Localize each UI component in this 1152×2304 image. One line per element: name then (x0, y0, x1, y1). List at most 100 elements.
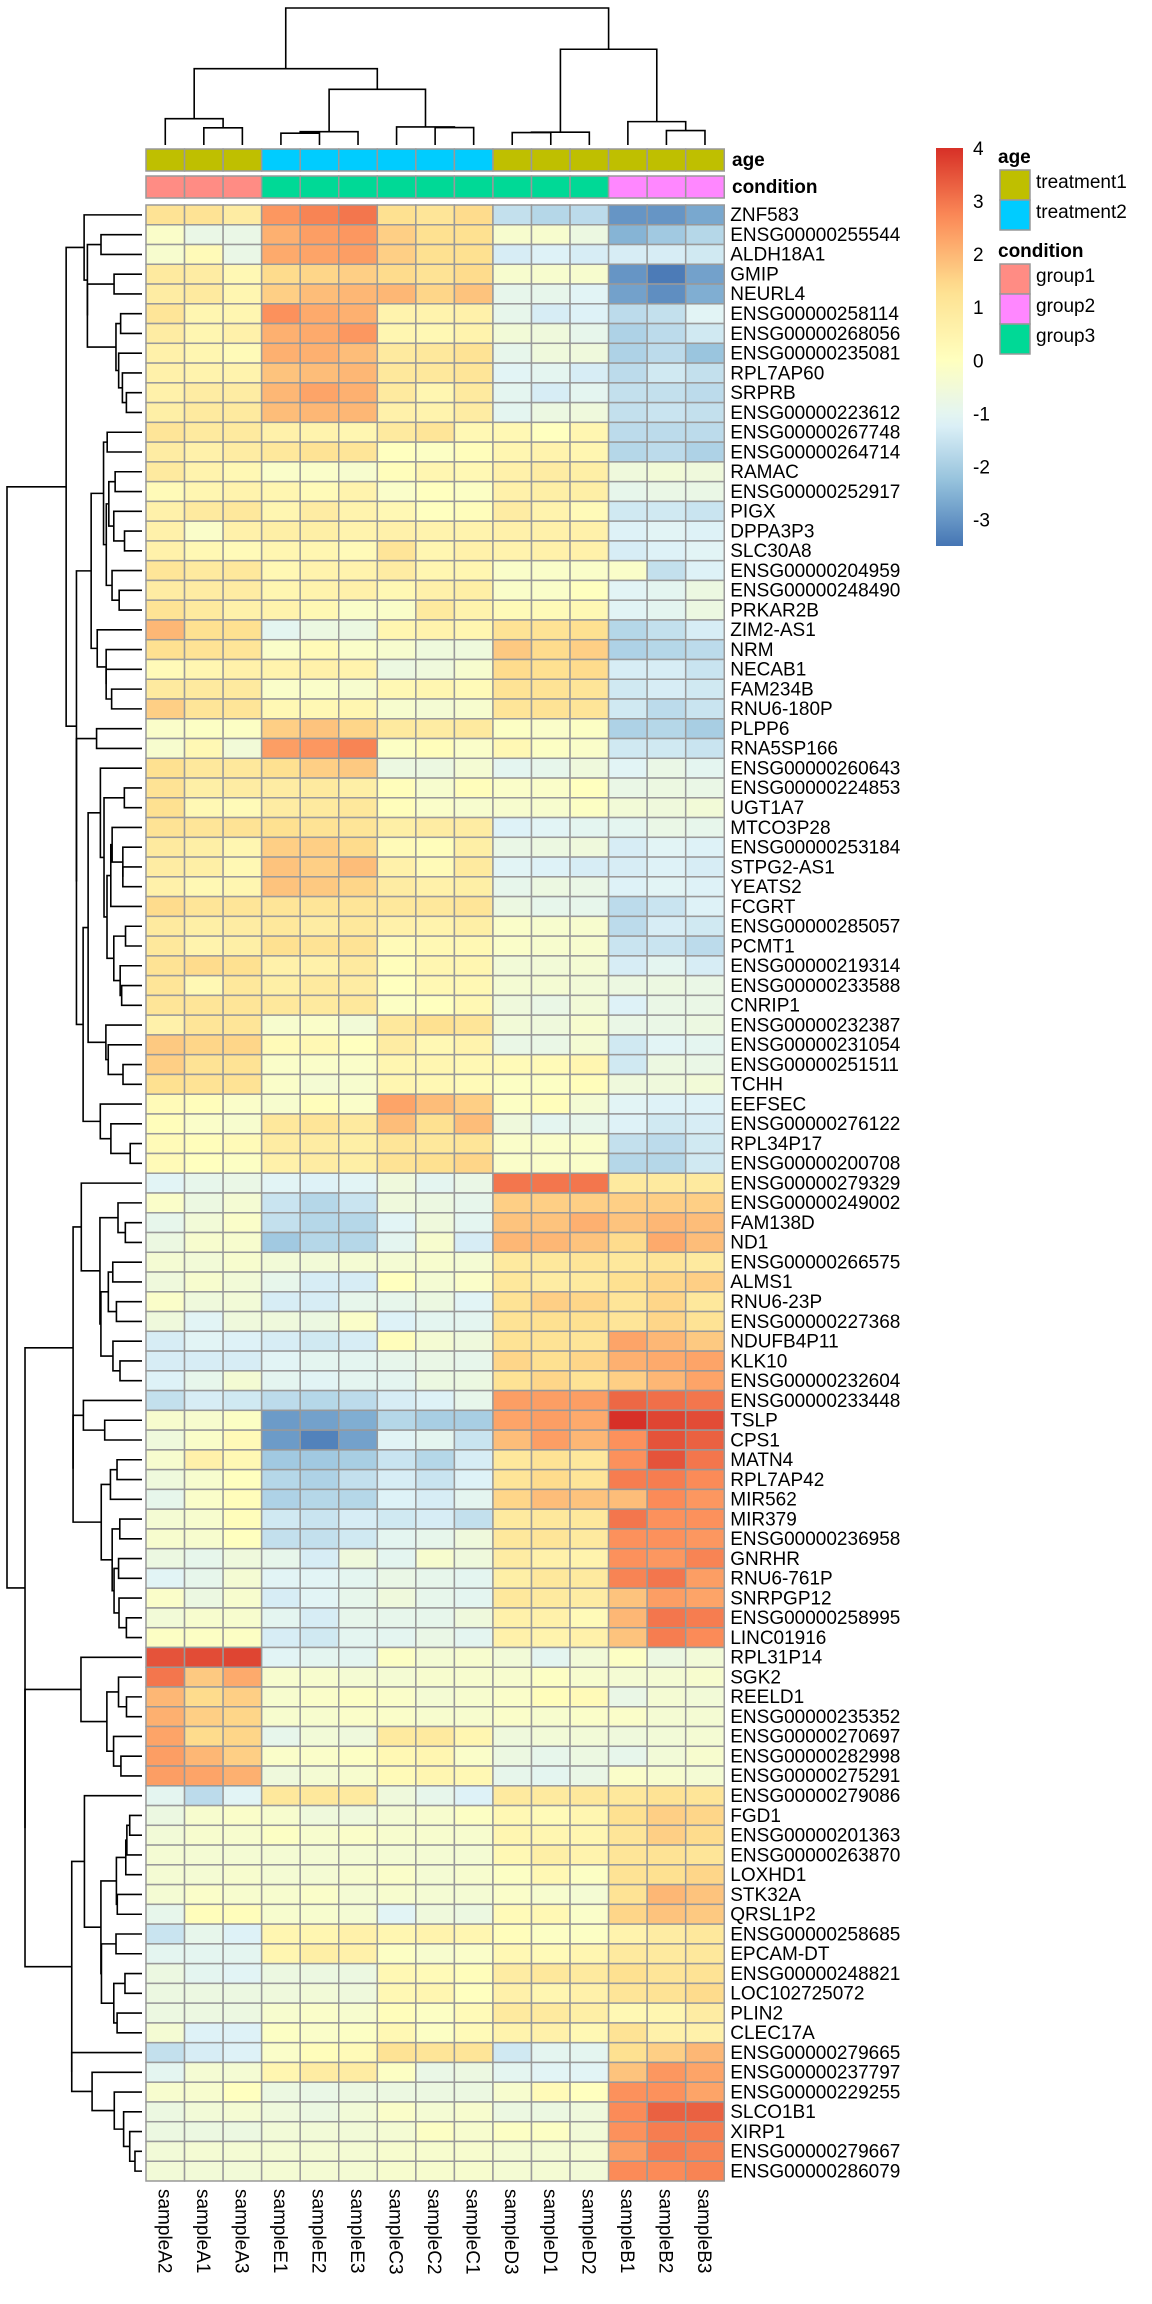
heatmap-cell (299, 540, 340, 562)
heatmap-cell (145, 1172, 186, 1194)
heatmap-cell (569, 1310, 610, 1333)
heatmap-cell (145, 1370, 186, 1392)
heatmap-cell (299, 1231, 340, 1254)
heatmap-cell (530, 935, 571, 957)
heatmap-cell (299, 1745, 340, 1767)
heatmap-cell (569, 935, 610, 957)
heatmap-cell (376, 1093, 417, 1115)
heatmap-cell (453, 658, 494, 680)
heatmap-cell (530, 1271, 571, 1293)
heatmap-cell (222, 1330, 263, 1352)
heatmap-cell (646, 599, 687, 621)
heatmap-cell (338, 1429, 379, 1451)
column-label: sampleD3 (500, 2189, 521, 2275)
heatmap-cell (530, 2081, 571, 2103)
dendrogram-branch (112, 510, 142, 542)
row-label: ENSG00000258114 (730, 304, 899, 325)
heatmap-cell (222, 520, 263, 542)
heatmap-cell (376, 797, 417, 819)
heatmap-cell (145, 342, 186, 364)
heatmap-cell (453, 559, 494, 582)
heatmap-cell (145, 1488, 186, 1510)
heatmap-cell (646, 955, 687, 977)
heatmap-cell (415, 1804, 456, 1827)
heatmap-cell (684, 500, 726, 522)
heatmap-cell (183, 1330, 224, 1352)
heatmap-cell (183, 1271, 224, 1293)
heatmap-cell (607, 1745, 648, 1767)
heatmap-cell (607, 401, 648, 424)
heatmap-cell (183, 836, 224, 858)
heatmap-cell (145, 2002, 186, 2024)
heatmap-cell (569, 678, 610, 700)
heatmap-cell (607, 718, 648, 740)
heatmap-cell (569, 915, 610, 937)
heatmap-cell (260, 1883, 301, 1906)
heatmap-cell (453, 421, 494, 443)
row-label: ENSG00000279086 (730, 1786, 900, 1807)
heatmap-cell (145, 1844, 186, 1866)
heatmap-cell (569, 1350, 610, 1372)
row-label: ZNF583 (730, 205, 799, 226)
heatmap-cell (222, 638, 263, 661)
heatmap-cell (569, 1528, 610, 1550)
heatmap-cell (260, 224, 301, 246)
dendrogram-branch (99, 767, 142, 859)
heatmap-cell (569, 1923, 610, 1945)
heatmap-cell (376, 1626, 417, 1649)
heatmap-cell (607, 1310, 648, 1333)
heatmap-cell (299, 2140, 340, 2162)
row-label: ENSG00000248821 (730, 1964, 900, 1985)
heatmap-cell (222, 2140, 263, 2162)
heatmap-cell (415, 1132, 456, 1155)
dendrogram-branch (110, 1123, 142, 1155)
heatmap-cell (299, 1567, 340, 1589)
heatmap-cell (530, 698, 571, 720)
row-label: FGD1 (730, 1806, 781, 1827)
heatmap-cell (376, 1330, 417, 1352)
heatmap-cell (415, 224, 456, 246)
heatmap-cell (453, 1528, 494, 1550)
heatmap-cell (260, 1824, 301, 1846)
heatmap-cell (492, 421, 533, 443)
heatmap-cell (145, 283, 186, 305)
heatmap-cell (607, 1844, 648, 1866)
heatmap-cell (376, 1014, 417, 1036)
heatmap-cell (183, 1765, 224, 1787)
heatmap-cell (684, 1152, 726, 1174)
dendrogram-branch (123, 530, 142, 552)
heatmap-cell (607, 777, 648, 799)
heatmap-cell (530, 1962, 571, 1985)
heatmap-cell (376, 1883, 417, 1906)
dendrogram-branch (116, 1458, 142, 1481)
row-label: ENSG00000233448 (730, 1391, 900, 1412)
heatmap-cell (684, 856, 726, 878)
heatmap-cell (453, 401, 494, 424)
heatmap-cell (376, 1271, 417, 1293)
heatmap-cell (299, 1429, 340, 1451)
row-label: ENSG00000219314 (730, 956, 901, 977)
heatmap-cell (338, 1449, 379, 1471)
heatmap-cell (183, 1350, 224, 1372)
heatmap-cell (338, 698, 379, 720)
dendrogram-branch (126, 1824, 142, 1856)
dendrogram-branch (128, 1814, 142, 1836)
annotation-cell-condition (492, 175, 533, 199)
heatmap-cell (338, 619, 379, 641)
heatmap-cell (260, 2041, 301, 2064)
heatmap-cell (684, 915, 726, 937)
heatmap-cell (222, 2101, 263, 2123)
dendrogram-branch (106, 874, 114, 960)
heatmap-cell (492, 638, 533, 661)
heatmap-cell (453, 2022, 494, 2044)
heatmap-cell (299, 421, 340, 443)
heatmap-cell (646, 2140, 687, 2162)
heatmap-cell (376, 263, 417, 285)
heatmap-cell (492, 1508, 533, 1530)
heatmap-cell (260, 638, 301, 661)
heatmap-cell (607, 599, 648, 621)
heatmap-cell (530, 362, 571, 384)
heatmap-cell (338, 1251, 379, 1273)
heatmap-cell (415, 935, 456, 957)
row-label: SRPRB (730, 383, 795, 404)
